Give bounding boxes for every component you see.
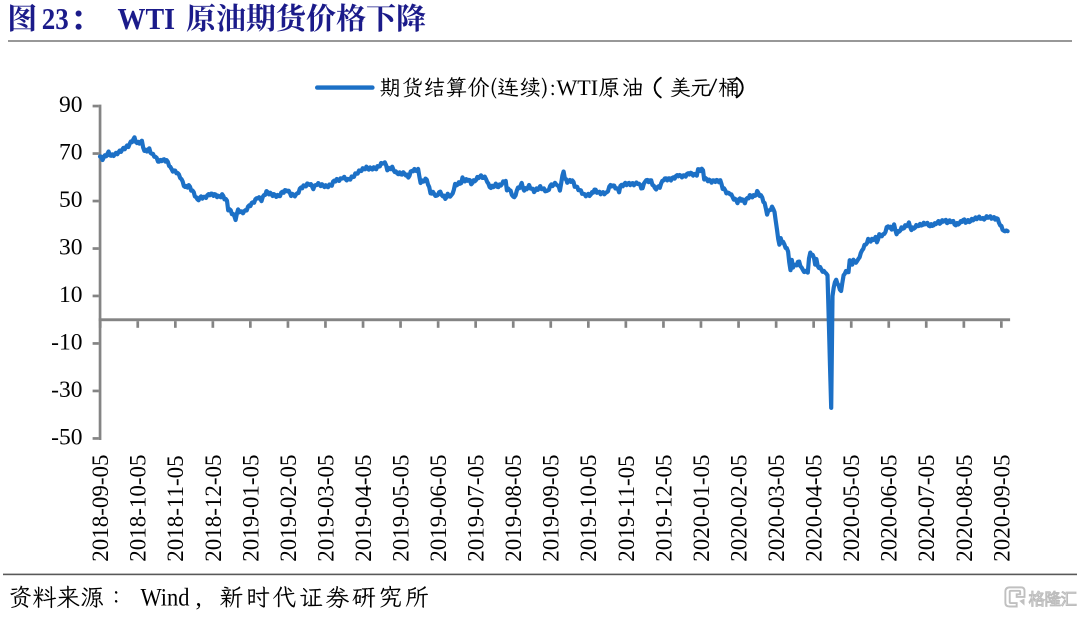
svg-text:2019-09-05: 2019-09-05 (539, 454, 564, 561)
svg-text:2019-08-05: 2019-08-05 (501, 454, 526, 561)
svg-text:70: 70 (59, 139, 83, 165)
svg-text:50: 50 (59, 187, 83, 213)
svg-text:2020-03-05: 2020-03-05 (764, 454, 789, 561)
svg-text:2019-11-05: 2019-11-05 (614, 455, 639, 561)
svg-text:30: 30 (59, 234, 83, 260)
svg-text:-10: -10 (51, 329, 82, 355)
svg-text:90: 90 (59, 92, 83, 118)
svg-text:2019-10-05: 2019-10-05 (576, 454, 601, 561)
svg-text:2020-09-05: 2020-09-05 (989, 454, 1014, 561)
svg-text:2018-09-05: 2018-09-05 (88, 454, 113, 561)
svg-text:2020-07-05: 2020-07-05 (914, 454, 939, 561)
svg-text:2020-02-05: 2020-02-05 (726, 454, 751, 561)
svg-text:WTI: WTI (557, 75, 599, 100)
svg-text:2018-11-05: 2018-11-05 (163, 455, 188, 561)
svg-text:2020-05-05: 2020-05-05 (839, 454, 864, 561)
svg-text:2020-08-05: 2020-08-05 (952, 454, 977, 561)
svg-text:2019-02-05: 2019-02-05 (276, 454, 301, 561)
svg-text:2020-04-05: 2020-04-05 (802, 454, 827, 561)
svg-text:23: 23 (42, 1, 69, 36)
svg-text:2019-12-05: 2019-12-05 (651, 454, 676, 561)
svg-text:2020-06-05: 2020-06-05 (877, 454, 902, 561)
svg-text:2020-01-05: 2020-01-05 (689, 454, 714, 561)
svg-text:,: , (196, 585, 202, 612)
svg-text:-30: -30 (51, 377, 82, 403)
svg-text:2019-07-05: 2019-07-05 (464, 454, 489, 561)
svg-text:WTI: WTI (118, 1, 176, 36)
svg-text:2019-03-05: 2019-03-05 (313, 454, 338, 561)
svg-text:2019-04-05: 2019-04-05 (351, 454, 376, 561)
svg-text:2018-12-05: 2018-12-05 (201, 454, 226, 561)
svg-text:2019-05-05: 2019-05-05 (389, 454, 414, 561)
svg-text:2018-10-05: 2018-10-05 (126, 454, 151, 561)
svg-text:2019-01-05: 2019-01-05 (238, 454, 263, 561)
svg-text:2019-06-05: 2019-06-05 (426, 454, 451, 561)
svg-text:Wind: Wind (141, 585, 190, 612)
svg-text:-50: -50 (51, 424, 82, 450)
svg-text:10: 10 (59, 282, 83, 308)
